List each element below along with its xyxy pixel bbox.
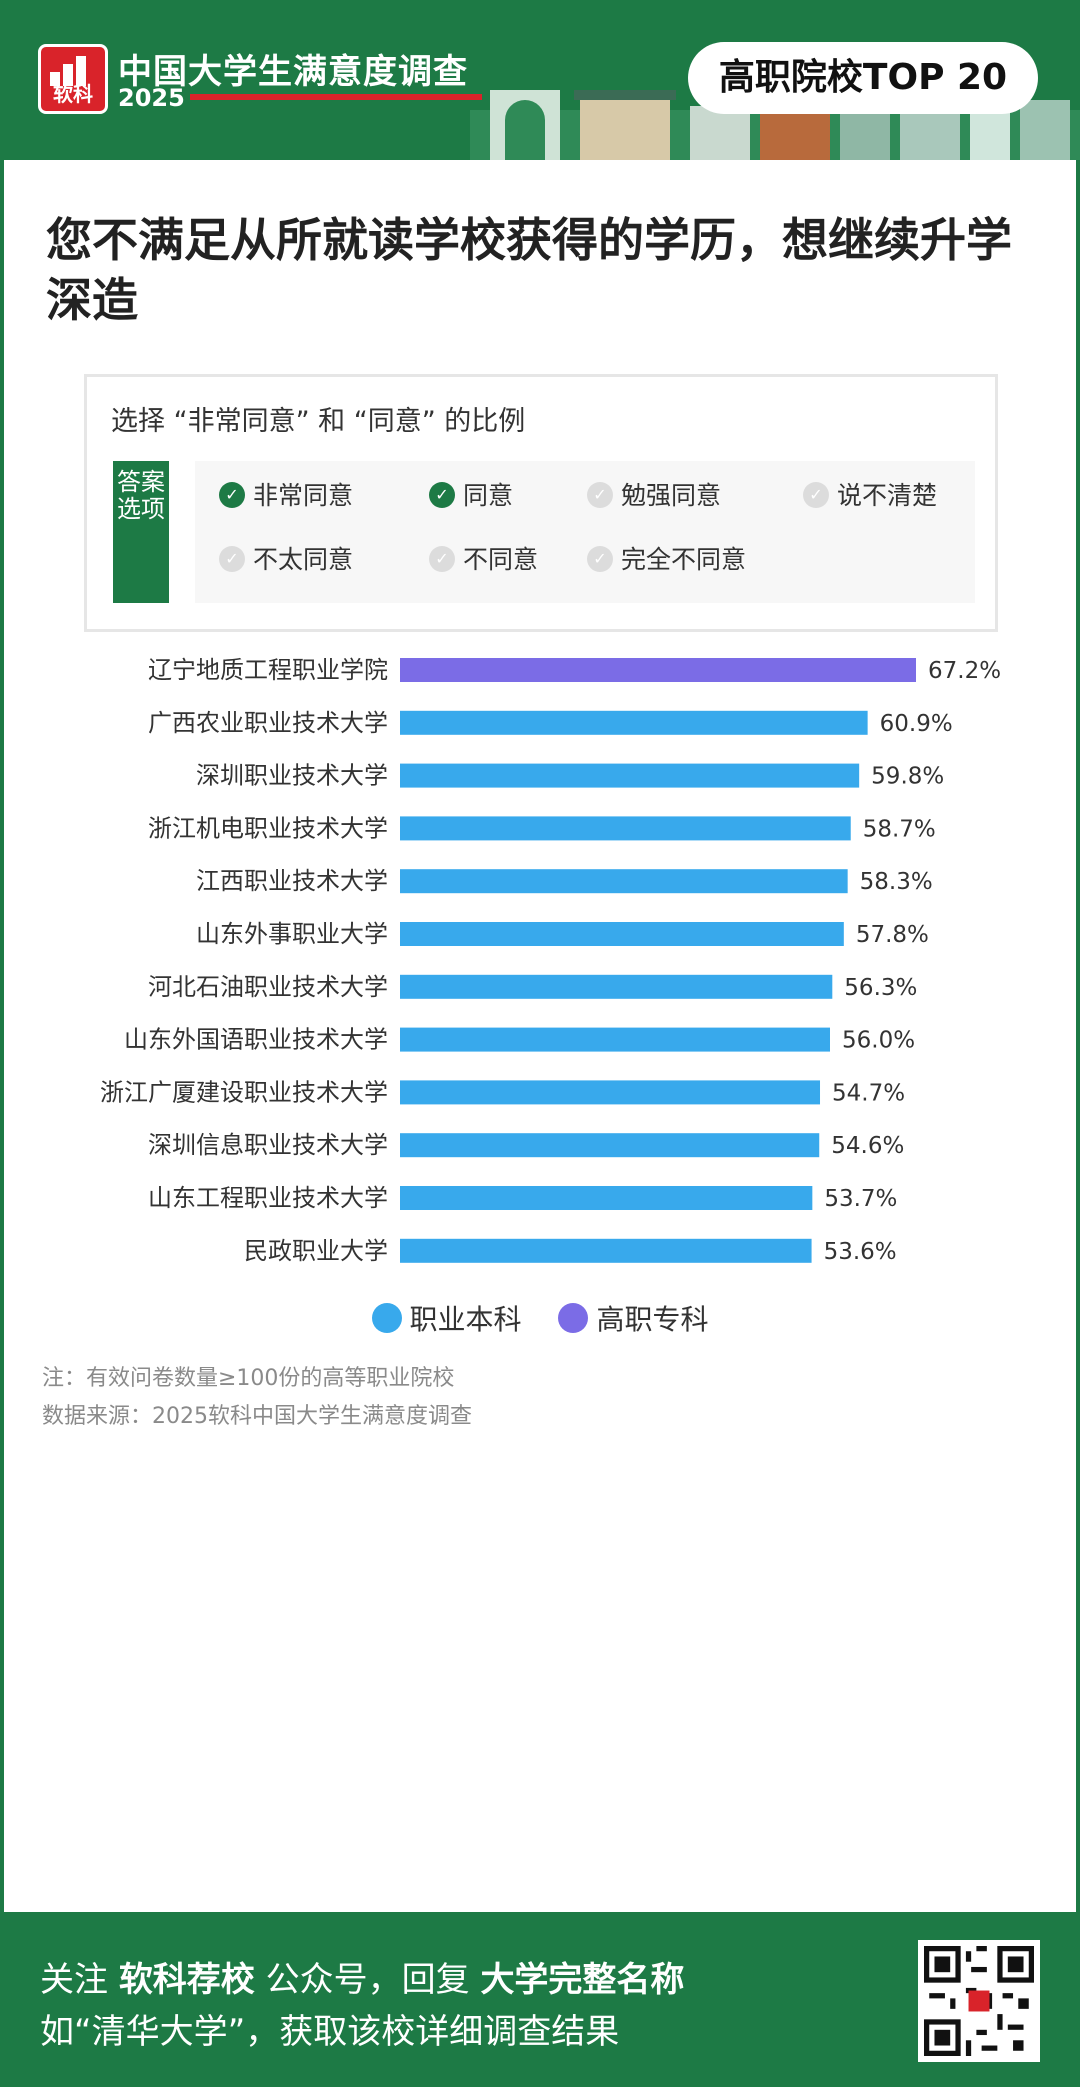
options-grid: ✓ 非常同意 ✓ 同意 ✓ 勉强同意 ✓ 说不清楚 ✓ 不太同意 ✓ 不同意 ✓ 完全不同意 xyxy=(195,461,975,603)
bar xyxy=(400,710,868,735)
answer-options-box: 选择 “非常同意” 和 “同意” 的比例 答案选项 ✓ 非常同意 ✓ 同意 ✓ 勉强同意 ✓… xyxy=(84,374,998,632)
answer-option-label: 同意 xyxy=(463,481,514,510)
bar xyxy=(400,922,844,946)
bar xyxy=(400,763,860,788)
category-label: 深圳信息职业技术大学 xyxy=(148,1131,388,1159)
footnote-sample: 注：有效问卷数量≥100份的高等职业院校 xyxy=(42,1366,455,1391)
answer-option-label: 说不清楚 xyxy=(837,481,938,510)
checked-circle-icon: ✓ xyxy=(219,482,245,508)
category-label: 民政职业大学 xyxy=(244,1237,388,1265)
category-label: 山东工程职业技术大学 xyxy=(148,1184,388,1212)
unchecked-circle-icon: ✓ xyxy=(587,546,613,572)
checked-circle-icon: ✓ xyxy=(429,482,455,508)
category-label: 辽宁地质工程职业学院 xyxy=(148,656,388,684)
value-label: 57.8% xyxy=(856,922,929,948)
answer-option-label: 勉强同意 xyxy=(621,481,722,510)
value-label: 58.3% xyxy=(860,869,933,895)
qr-code-pattern xyxy=(924,1946,1034,2056)
category-label: 江西职业技术大学 xyxy=(196,867,388,895)
bar xyxy=(400,1080,821,1105)
bar xyxy=(400,1133,820,1158)
bar xyxy=(400,1238,812,1263)
answer-option: ✓ 说不清楚 xyxy=(803,479,937,513)
category-label: 浙江机电职业技术大学 xyxy=(148,814,388,842)
answer-option-label: 不太同意 xyxy=(253,545,354,574)
logo-text: 软科 xyxy=(53,82,93,106)
bar xyxy=(400,1186,813,1210)
bar xyxy=(400,974,833,999)
legend-item-vocational-bachelor: 职业本科 xyxy=(371,1298,522,1338)
answer-option: ✓ 同意 xyxy=(429,479,513,513)
answer-options-tag: 答案选项 xyxy=(113,461,169,603)
value-label: 56.3% xyxy=(844,975,917,1001)
top20-badge: 高职院校TOP 20 xyxy=(688,42,1038,114)
survey-question: 您不满足从所就读学校获得的学历，想继续升学深造 xyxy=(46,213,1012,327)
value-label: 53.7% xyxy=(824,1186,897,1212)
value-label: 67.2% xyxy=(928,658,1001,684)
qr-code-icon[interactable] xyxy=(918,1940,1040,2062)
answer-option: ✓ 完全不同意 xyxy=(587,543,746,577)
legend-item-higher-vocational: 高职专科 xyxy=(558,1298,708,1338)
shanghai-ranking-logo: 软科 xyxy=(38,44,108,114)
category-label: 深圳职业技术大学 xyxy=(196,762,388,790)
unchecked-circle-icon: ✓ xyxy=(587,482,613,508)
legend-label: 高职专科 xyxy=(596,1303,709,1336)
options-title: 选择 “非常同意” 和 “同意” 的比例 xyxy=(111,406,526,437)
value-label: 58.7% xyxy=(863,816,936,842)
answer-option-label: 非常同意 xyxy=(253,481,354,510)
bar-chart: 辽宁地质工程职业学院 67.2% 广西农业职业技术大学 60.9% 深圳职业技术大学 59… xyxy=(100,656,1001,1265)
value-label: 54.7% xyxy=(832,1080,905,1106)
unchecked-circle-icon: ✓ xyxy=(219,546,245,572)
footer-follow-line: 关注 软科荐校 公众号，回复 大学完整名称 xyxy=(40,1960,685,2000)
legend-dot-icon xyxy=(558,1303,589,1333)
bar xyxy=(400,658,916,682)
answer-option: ✓ 不同意 xyxy=(429,543,538,577)
brand-underline xyxy=(190,94,482,100)
category-label: 山东外国语职业技术大学 xyxy=(124,1026,388,1054)
answer-option: ✓ 非常同意 xyxy=(219,479,353,513)
bar xyxy=(400,816,851,841)
content-card: 您不满足从所就读学校获得的学历，想继续升学深造 选择 “非常同意” 和 “同意”… xyxy=(4,160,1076,1912)
wechat-account-name: 软科荐校 xyxy=(118,1960,255,2000)
footer-example-line: 如“清华大学”，获取该校详细调查结果 xyxy=(40,2012,620,2052)
legend-dot-icon xyxy=(371,1303,402,1333)
category-label: 河北石油职业技术大学 xyxy=(148,973,388,1001)
answer-option-label: 完全不同意 xyxy=(621,545,747,574)
bar xyxy=(400,869,848,894)
unchecked-circle-icon: ✓ xyxy=(429,546,455,572)
reply-keyword: 大学完整名称 xyxy=(480,1960,685,2000)
answer-option: ✓ 不太同意 xyxy=(219,543,353,577)
value-label: 60.9% xyxy=(880,711,953,737)
value-label: 59.8% xyxy=(871,764,944,790)
chart-legend: 职业本科 高职专科 xyxy=(4,1298,1076,1338)
unchecked-circle-icon: ✓ xyxy=(803,482,829,508)
category-label: 广西农业职业技术大学 xyxy=(148,709,388,737)
value-label: 56.0% xyxy=(842,1028,915,1054)
brand-year: 2025 xyxy=(118,84,185,112)
answer-option-label: 不同意 xyxy=(463,545,539,574)
footnote-source: 数据来源：2025软科中国大学生满意度调查 xyxy=(42,1404,472,1429)
category-label: 山东外事职业大学 xyxy=(196,920,388,948)
legend-label: 职业本科 xyxy=(409,1303,522,1336)
header: 软科 中国大学生满意度调查 2025 高职院校TOP 20 xyxy=(0,0,1080,160)
category-label: 浙江广厦建设职业技术大学 xyxy=(100,1078,388,1106)
brand-title: 中国大学生满意度调查 xyxy=(118,52,468,92)
answer-option: ✓ 勉强同意 xyxy=(587,479,721,513)
value-label: 54.6% xyxy=(831,1133,904,1159)
bar xyxy=(400,1027,830,1052)
value-label: 53.6% xyxy=(824,1239,897,1265)
